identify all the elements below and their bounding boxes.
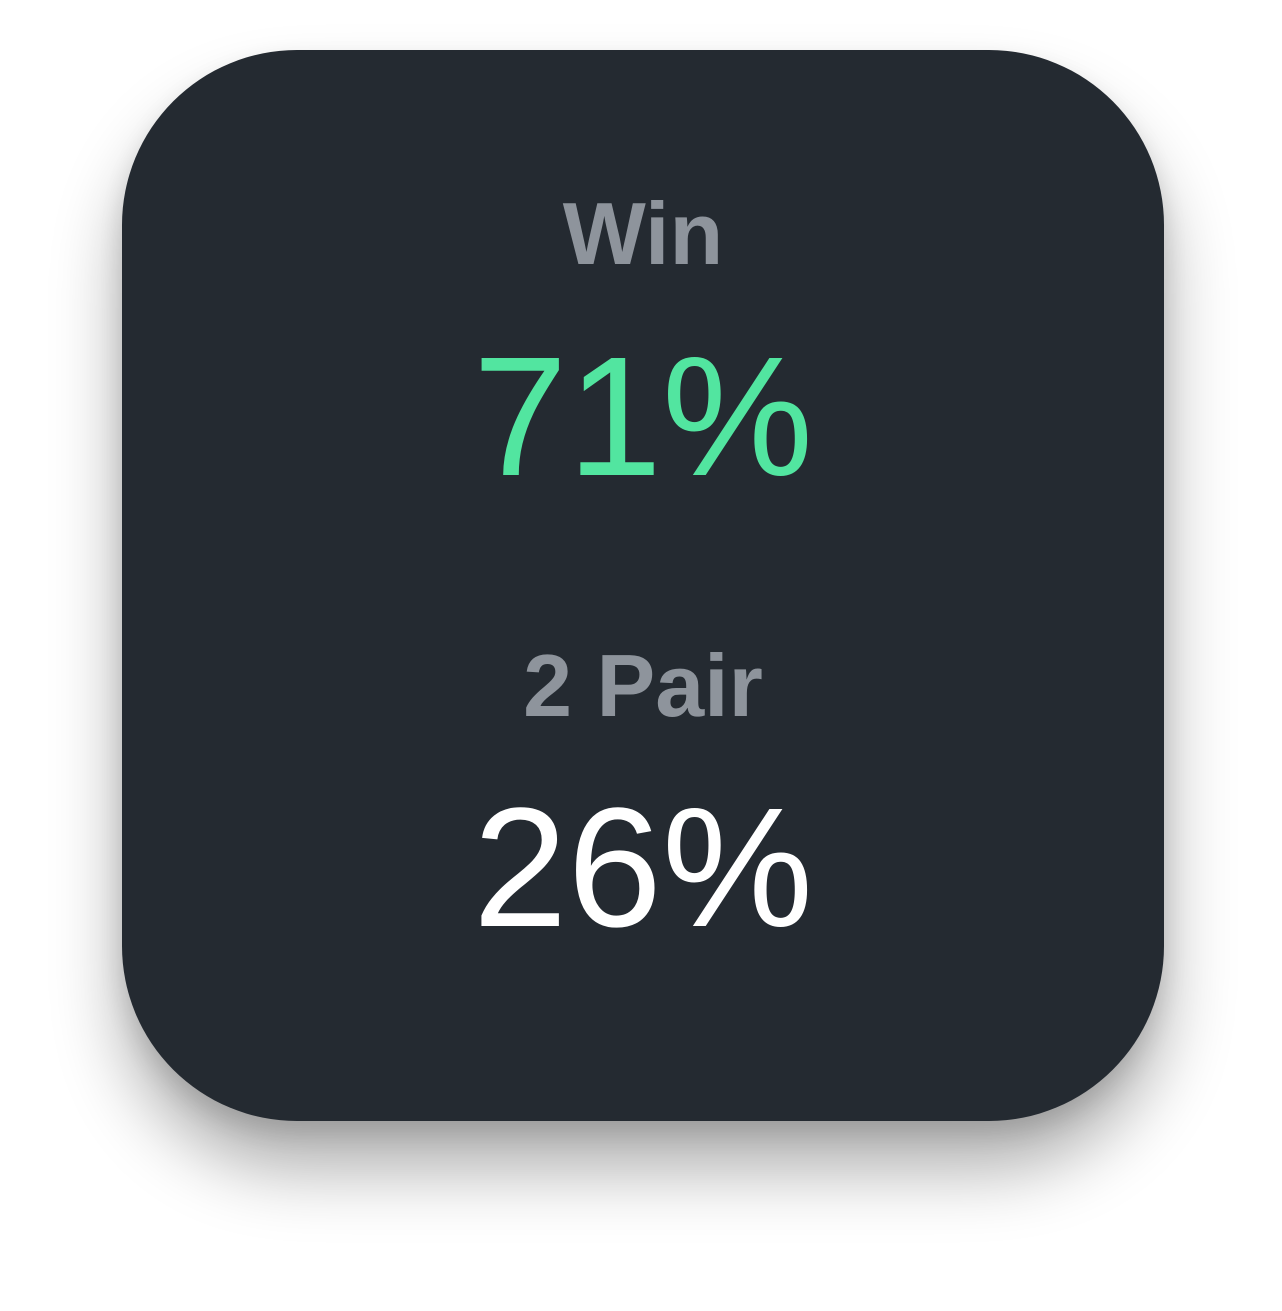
odds-widget[interactable]: Win 71% 2 Pair 26% xyxy=(122,50,1164,1121)
two-pair-label: 2 Pair xyxy=(523,636,763,735)
two-pair-percentage: 26% xyxy=(472,773,814,963)
win-percentage: 71% xyxy=(472,322,814,512)
win-label: Win xyxy=(562,184,724,283)
